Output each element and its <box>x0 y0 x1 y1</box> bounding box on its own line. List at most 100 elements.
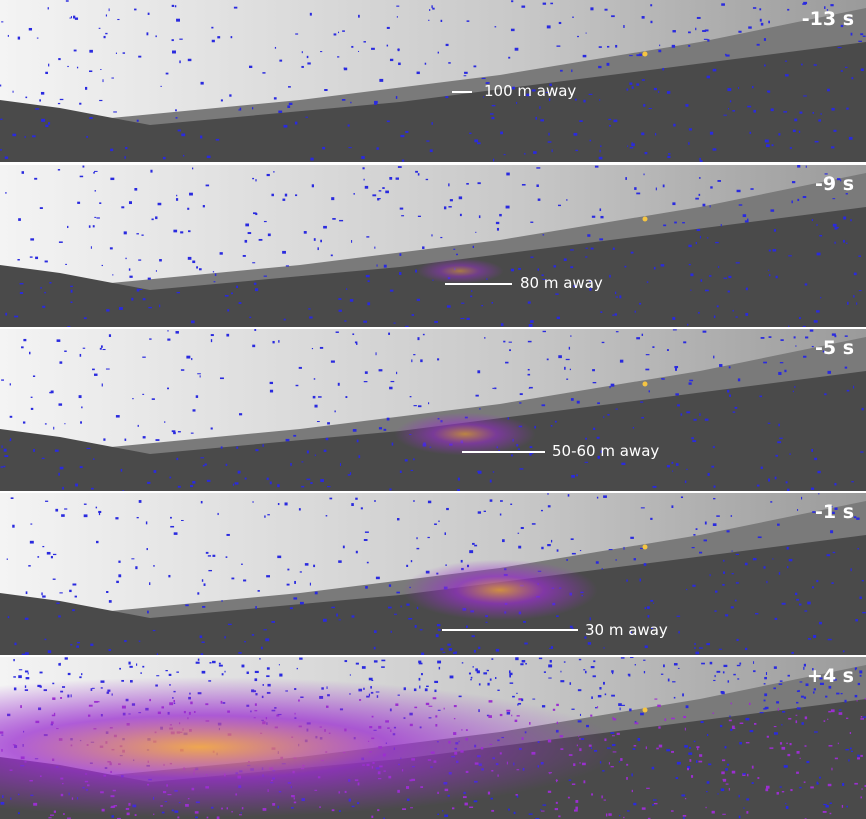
speckle <box>492 471 495 473</box>
speckle <box>611 15 615 18</box>
speckle <box>509 349 511 352</box>
speckle <box>535 116 537 120</box>
speckle <box>787 674 790 677</box>
speckle <box>697 312 700 314</box>
speckle <box>827 718 829 720</box>
speckle <box>672 329 677 331</box>
speckle <box>658 726 661 729</box>
speckle <box>612 314 615 316</box>
speckle <box>785 74 789 77</box>
speckle <box>312 395 316 399</box>
speckle <box>67 672 71 676</box>
speckle <box>589 139 592 142</box>
speckle <box>643 671 646 674</box>
speckle <box>318 396 322 398</box>
speckle <box>293 597 298 600</box>
speckle <box>374 100 378 104</box>
speckle <box>159 259 162 262</box>
speckle <box>59 662 61 666</box>
speckle <box>64 657 68 660</box>
speckle <box>70 644 73 646</box>
speckle <box>604 693 607 696</box>
speckle <box>722 583 725 586</box>
speckle <box>238 652 242 654</box>
speckle <box>859 670 863 674</box>
speckle <box>257 590 260 592</box>
speckle <box>160 85 162 87</box>
speckle <box>254 288 259 292</box>
speckle <box>92 368 95 371</box>
speckle <box>801 722 804 725</box>
speckle <box>663 224 667 227</box>
speckle <box>456 253 458 256</box>
speckle <box>46 551 51 555</box>
speckle <box>688 142 690 145</box>
speckle <box>533 151 537 154</box>
speckle <box>623 25 625 28</box>
speckle <box>739 742 742 745</box>
speckle <box>539 106 541 110</box>
speckle <box>346 288 348 290</box>
speckle <box>167 330 169 332</box>
speckle <box>39 99 41 102</box>
speckle <box>804 610 808 612</box>
speckle <box>492 387 495 389</box>
speckle <box>491 809 495 812</box>
speckle <box>595 561 599 564</box>
speckle <box>546 25 551 29</box>
speckle <box>840 692 843 695</box>
speckle <box>478 683 481 686</box>
speckle <box>92 458 95 460</box>
speckle <box>549 83 552 87</box>
speckle <box>122 52 126 54</box>
speckle <box>500 323 504 327</box>
speckle <box>857 682 861 686</box>
speckle <box>136 119 139 122</box>
speckle <box>464 71 468 74</box>
speckle <box>18 669 23 671</box>
speckle <box>850 32 853 36</box>
speckle <box>542 804 547 806</box>
speckle <box>185 604 189 607</box>
speckle <box>781 602 786 605</box>
speckle <box>376 147 379 150</box>
speckle <box>111 815 114 818</box>
speckle <box>13 676 16 678</box>
time-label: -1 s <box>814 501 854 523</box>
speckle <box>836 692 840 695</box>
speckle <box>5 192 7 194</box>
speckle <box>596 436 600 439</box>
speckle <box>713 485 716 488</box>
speckle <box>803 355 807 358</box>
speckle <box>156 675 160 677</box>
speckle <box>834 241 836 244</box>
speckle <box>424 62 427 65</box>
speckle <box>29 256 33 258</box>
speckle <box>417 405 422 408</box>
speckle <box>705 806 707 809</box>
speckle <box>727 290 730 293</box>
speckle <box>192 260 196 264</box>
speckle <box>314 591 318 595</box>
speckle <box>751 765 754 769</box>
speckle <box>846 107 849 110</box>
speckle <box>115 415 120 418</box>
speckle <box>754 722 757 725</box>
speckle <box>460 317 465 320</box>
speckle <box>499 213 502 217</box>
speckle <box>695 528 698 530</box>
speckle <box>860 451 864 453</box>
speckle <box>356 439 359 443</box>
speckle <box>702 203 706 207</box>
speckle <box>202 205 205 208</box>
speckle <box>220 446 223 449</box>
speckle <box>818 621 822 625</box>
speckle <box>511 86 516 90</box>
speckle <box>299 571 302 573</box>
speckle <box>844 699 847 703</box>
speckle <box>784 60 788 62</box>
speckle <box>615 296 618 298</box>
speckle <box>671 505 674 508</box>
speckle <box>774 476 777 480</box>
speckle <box>528 324 533 327</box>
